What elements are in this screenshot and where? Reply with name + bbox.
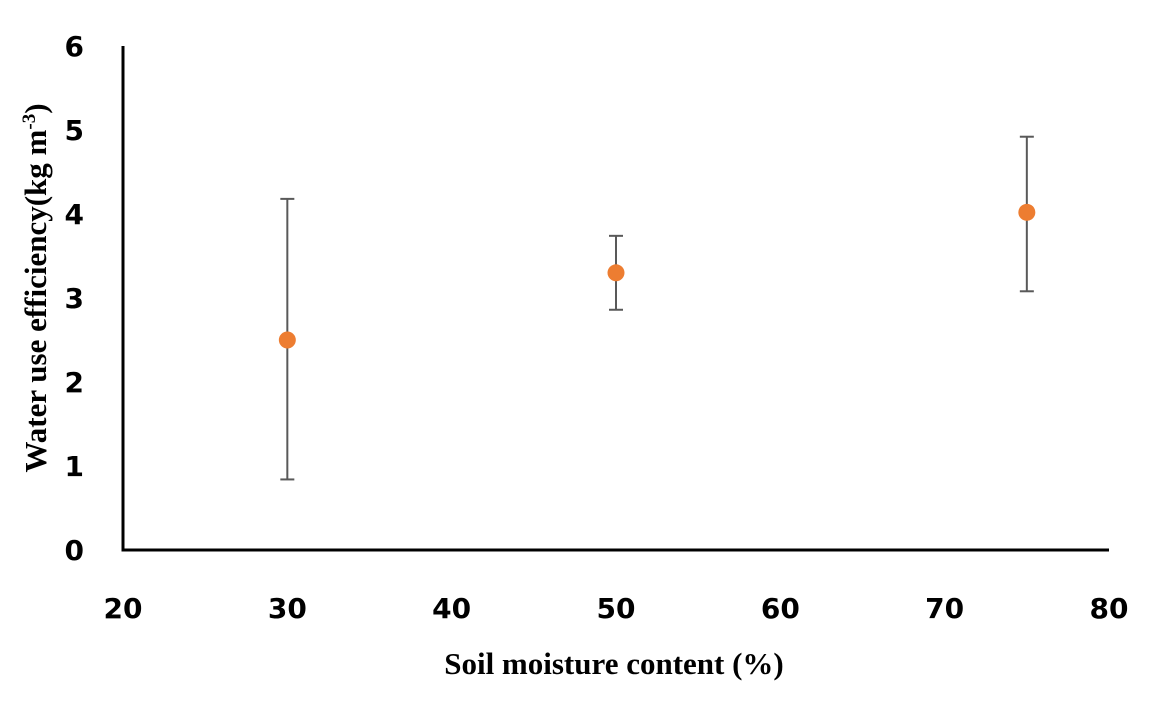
y-axis-title-main: Water use efficiency(kg m (18, 129, 53, 472)
x-tick-label: 80 (1090, 592, 1129, 625)
y-axis-title-closing: ) (18, 103, 53, 113)
x-tick-label: 50 (597, 592, 636, 625)
x-axis-title: Soil moisture content (%) (444, 646, 784, 681)
x-tick-label: 40 (432, 592, 471, 625)
y-tick-label: 5 (65, 114, 84, 147)
data-point (607, 264, 625, 282)
y-tick-label: 6 (65, 30, 84, 63)
y-tick-label: 0 (65, 534, 84, 567)
y-tick-label: 1 (65, 450, 84, 483)
y-tick-label: 2 (65, 366, 84, 399)
y-axis-ticks: 0 1 2 3 4 5 6 (65, 30, 84, 567)
data-point (278, 331, 296, 349)
y-tick-label: 4 (65, 198, 84, 231)
x-tick-label: 70 (925, 592, 964, 625)
x-tick-label: 60 (761, 592, 800, 625)
x-axis-ticks: 20 30 40 50 60 70 80 (104, 592, 1129, 625)
y-axis-title-superscript: -3 (19, 114, 40, 130)
data-points (278, 203, 1036, 349)
chart-axes (121, 46, 1109, 552)
data-point (1018, 203, 1036, 221)
x-tick-label: 20 (104, 592, 143, 625)
error-bars (280, 135, 1034, 481)
y-axis-title: Water use efficiency(kg m-3) (18, 103, 53, 472)
y-tick-label: 3 (65, 282, 84, 315)
x-tick-label: 30 (268, 592, 307, 625)
